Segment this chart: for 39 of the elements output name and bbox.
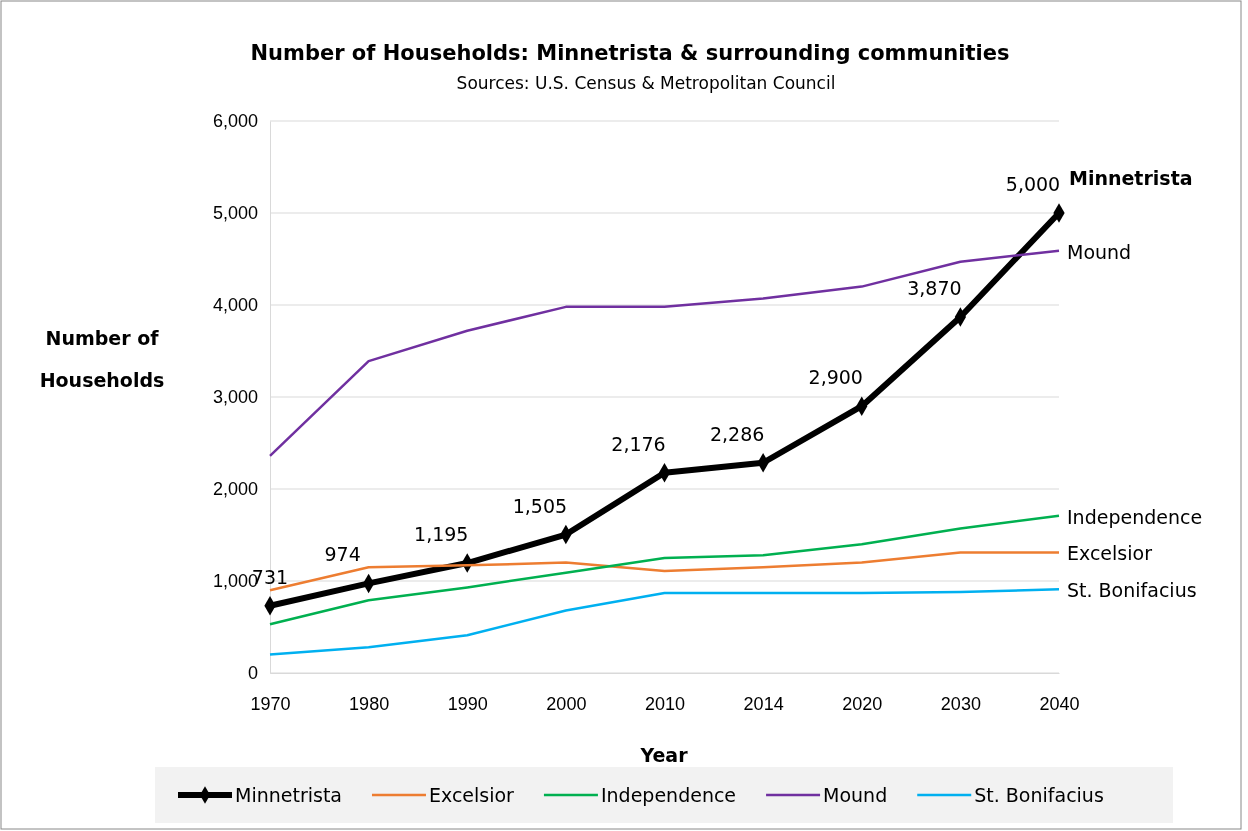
legend-label: Excelsior <box>428 784 515 806</box>
data-label: 3,870 <box>907 276 962 299</box>
chart-subtitle: Sources: U.S. Census & Metropolitan Council <box>456 73 836 93</box>
y-tick-label: 6,000 <box>212 111 258 132</box>
line-series <box>268 249 1061 458</box>
x-tick-label: 2010 <box>644 693 686 714</box>
x-axis-title: Year <box>639 744 689 766</box>
data-label: 1,505 <box>512 494 568 517</box>
x-tick-label: 1970 <box>250 693 291 714</box>
data-label: 2,176 <box>611 432 666 455</box>
x-tick-label: 2040 <box>1039 693 1080 714</box>
x-tick-label: 2000 <box>546 693 587 714</box>
data-label: 5,000 <box>1005 173 1061 195</box>
y-tick-label: 4,000 <box>212 295 258 316</box>
line-series <box>268 588 1061 656</box>
y-tick-label: 2,000 <box>212 479 258 500</box>
text: St. Bonifacius <box>1067 579 1197 602</box>
data-label: 2,900 <box>808 366 863 389</box>
y-axis-title: Number of Households <box>39 327 165 391</box>
x-tick-label: 2020 <box>842 693 883 714</box>
data-label: 2,286 <box>709 422 765 445</box>
y-tick-label: 5,000 <box>212 203 258 224</box>
data-label: 974 <box>324 543 361 566</box>
y-tick-label: 3,000 <box>212 387 258 408</box>
legend-label: Minnetrista <box>235 784 342 806</box>
x-tick-label: 1980 <box>349 693 390 714</box>
legend-label: St. Bonifacius <box>974 784 1104 806</box>
data-label: 1,195 <box>414 523 469 546</box>
chart-title: Number of Households: Minnetrista & surrounding communities <box>250 41 1010 65</box>
text: Excelsior <box>1067 542 1152 565</box>
text: Independence <box>1067 505 1203 528</box>
text: Mound <box>1067 240 1132 263</box>
legend-label: Independence <box>600 784 737 806</box>
x-tick-label: 1990 <box>447 693 488 714</box>
y-tick-label: 0 <box>247 663 258 684</box>
text: Minnetrista <box>1069 167 1193 189</box>
legend-label: Mound <box>823 784 888 806</box>
x-tick-label: 2030 <box>940 693 981 714</box>
x-tick-label: 2014 <box>743 693 784 714</box>
